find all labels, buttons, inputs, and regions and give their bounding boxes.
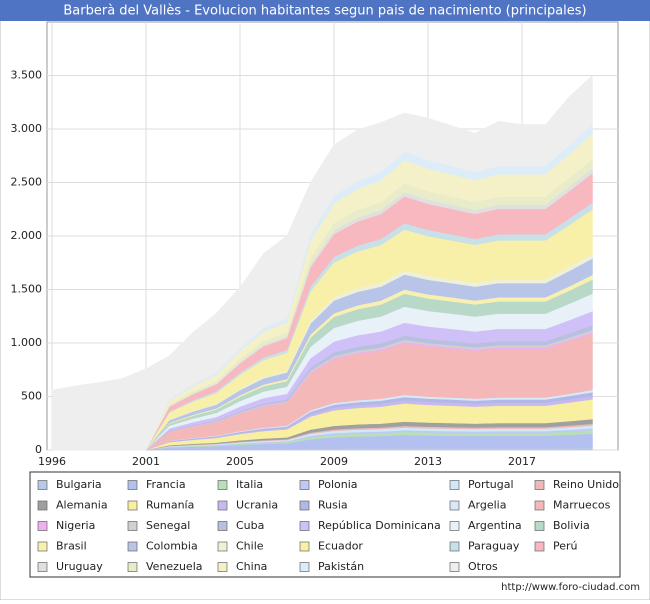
legend-label: Marruecos [553,499,611,512]
legend-label: Cuba [236,519,264,532]
y-tick-label: 500 [21,390,42,403]
legend-label: Nigeria [56,519,95,532]
x-tick-label: 2013 [414,455,442,468]
legend-label: Ecuador [318,540,363,553]
legend-label: Chile [236,540,264,553]
legend-label: Pakistán [318,560,364,573]
legend-swatch [217,562,228,572]
y-tick-label: 2.500 [11,176,43,189]
y-tick-label: 2.000 [11,229,43,242]
legend-label: Uruguay [56,560,103,573]
legend-swatch [449,480,460,490]
legend-label: Polonia [318,478,358,491]
legend-label: China [236,560,267,573]
legend-swatch [217,480,228,490]
legend-label: Rumanía [146,499,194,512]
x-tick-label: 2001 [132,455,160,468]
area [51,74,593,451]
legend-label: Portugal [468,478,514,491]
legend-label: Senegal [146,519,190,532]
legend-label: Brasil [56,540,87,553]
legend-label: Otros [468,560,498,573]
legend-label: Rusia [318,499,348,512]
y-tick-label: 3.000 [11,122,43,135]
x-tick-label: 2017 [508,455,536,468]
y-tick-label: 3.500 [11,69,43,82]
y-tick-label: 1.500 [11,283,43,296]
chart-title: Barberà del Vallès - Evolucion habitante… [63,4,586,19]
legend-swatch [217,541,228,552]
legend-swatch [37,500,48,511]
source: http://www.foro-ciudad.com [501,582,640,593]
legend-label: Ucrania [236,499,278,512]
legend-label: Francia [146,478,186,491]
legend-label: Bolivia [553,519,590,532]
legend-swatch [37,562,48,572]
legend-swatch [449,500,460,511]
y-tick-label: 0 [35,443,42,456]
legend-label: Argelia [468,499,506,512]
title-bar [0,0,650,21]
legend-swatch [534,500,545,511]
legend-swatch [534,521,545,531]
legend-swatch [127,541,138,552]
legend-swatch [127,562,138,572]
legend-label: Argentina [468,519,522,532]
legend-swatch [127,521,138,531]
legend-label: Paraguay [468,540,520,553]
y-tick-label: 1.000 [11,336,43,349]
legend-label: Reino Unido [553,478,619,491]
legend-swatch [217,500,228,511]
legend-swatch [299,521,310,531]
legend-swatch [534,480,545,490]
legend-label: Bulgaria [56,478,102,491]
legend-label: Alemania [56,499,108,512]
legend-swatch [37,480,48,490]
legend-swatch [449,562,460,572]
x-tick-label: 1996 [38,455,66,468]
legend-swatch [299,562,310,572]
legend-swatch [299,541,310,552]
legend-swatch [299,500,310,511]
x-tick-label: 2009 [320,455,348,468]
legend-label: Venezuela [146,560,203,573]
legend-swatch [299,480,310,490]
legend-label: República Dominicana [318,519,441,532]
legend-label: Perú [553,540,578,553]
legend-label: Colombia [146,540,198,553]
legend-label: Italia [236,478,263,491]
legend-swatch [534,541,545,552]
legend-swatch [127,500,138,511]
legend-swatch [449,521,460,531]
x-tick-label: 2005 [226,455,254,468]
legend-swatch [127,480,138,490]
legend-swatch [217,521,228,531]
legend-swatch [37,521,48,531]
legend-swatch [449,541,460,552]
legend-swatch [37,541,48,552]
